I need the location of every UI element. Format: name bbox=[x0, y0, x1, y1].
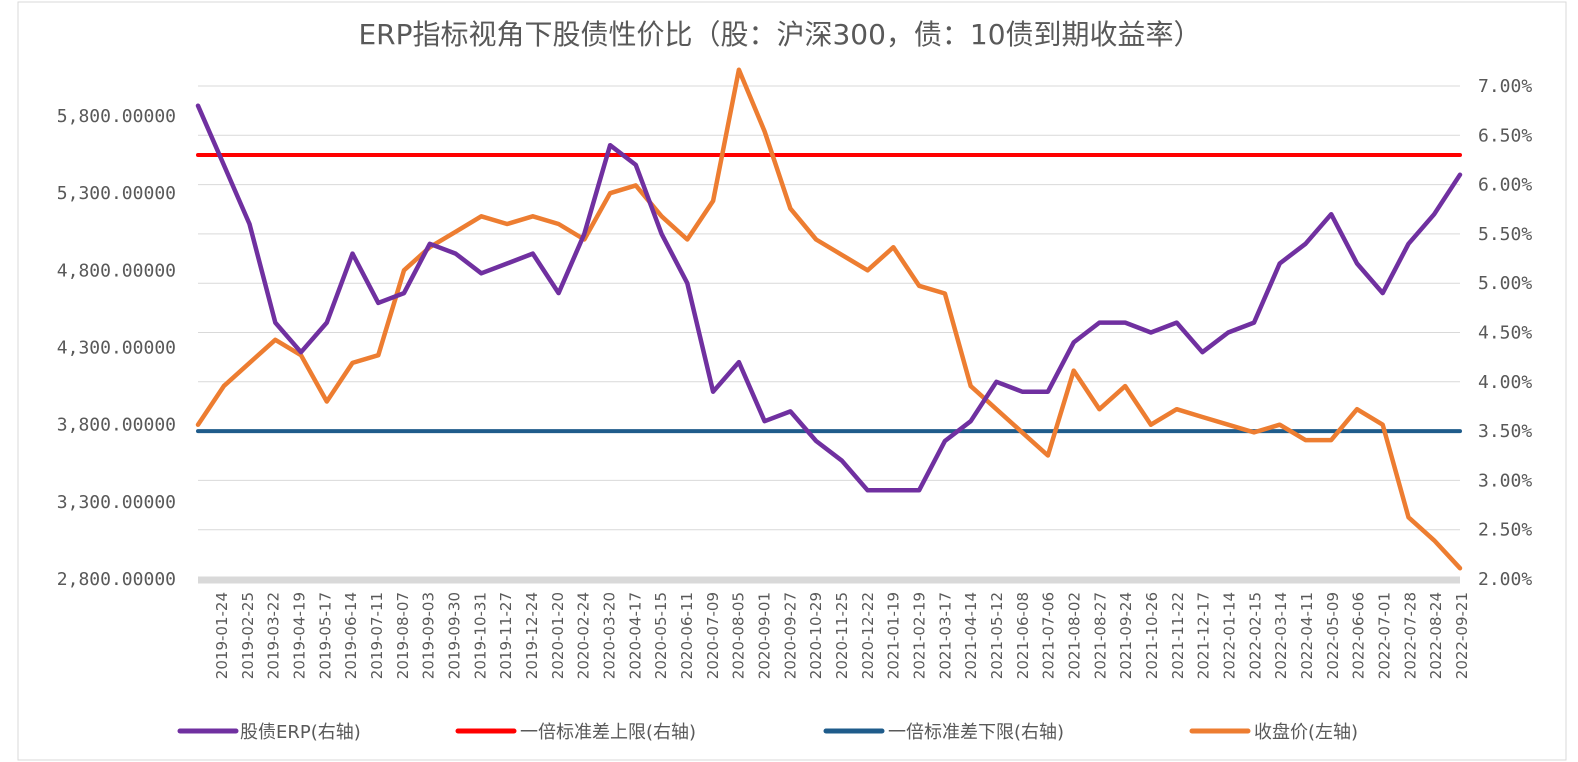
left-tick-label: 3,800.00000 bbox=[57, 415, 176, 436]
x-tick-label: 2020-09-27 bbox=[781, 592, 799, 679]
x-tick-label: 2020-08-05 bbox=[730, 592, 748, 679]
x-tick-label: 2022-03-14 bbox=[1272, 592, 1290, 679]
x-tick-label: 2019-01-24 bbox=[213, 592, 231, 679]
legend-label: 一倍标准差上限(右轴) bbox=[520, 722, 696, 743]
left-tick-label: 2,800.00000 bbox=[57, 569, 176, 590]
x-tick-label: 2022-02-15 bbox=[1246, 592, 1264, 679]
x-tick-label: 2021-09-24 bbox=[1117, 592, 1135, 679]
x-tick-label: 2020-01-20 bbox=[549, 592, 567, 679]
right-tick-label: 6.00% bbox=[1478, 175, 1532, 196]
x-tick-label: 2019-04-19 bbox=[291, 592, 309, 679]
x-tick-label: 2021-03-17 bbox=[936, 592, 954, 679]
x-tick-label: 2020-12-22 bbox=[859, 592, 877, 679]
right-tick-label: 3.50% bbox=[1478, 421, 1532, 442]
x-tick-label: 2021-10-26 bbox=[1143, 592, 1161, 679]
x-tick-label: 2020-09-01 bbox=[756, 592, 774, 679]
x-tick-label: 2021-04-14 bbox=[962, 592, 980, 679]
x-tick-label: 2019-03-22 bbox=[265, 592, 283, 679]
x-tick-label: 2021-08-02 bbox=[1066, 592, 1084, 679]
x-tick-label: 2019-08-07 bbox=[394, 592, 412, 679]
left-tick-label: 5,300.00000 bbox=[57, 183, 176, 204]
x-tick-label: 2022-07-01 bbox=[1376, 592, 1394, 679]
x-tick-label: 2019-05-17 bbox=[316, 592, 334, 679]
right-tick-label: 2.00% bbox=[1478, 569, 1532, 590]
x-tick-label: 2020-02-24 bbox=[575, 592, 593, 679]
x-tick-label: 2019-07-11 bbox=[368, 592, 386, 679]
x-tick-label: 2022-04-11 bbox=[1298, 592, 1316, 679]
x-tick-label: 2020-05-15 bbox=[652, 592, 670, 679]
x-tick-label: 2019-11-27 bbox=[497, 592, 515, 679]
x-tick-label: 2022-01-14 bbox=[1221, 592, 1239, 679]
legend-label: 股债ERP(右轴) bbox=[240, 722, 361, 743]
x-tick-label: 2022-08-24 bbox=[1427, 592, 1445, 679]
left-tick-label: 3,300.00000 bbox=[57, 492, 176, 513]
legend-label: 一倍标准差下限(右轴) bbox=[888, 722, 1064, 743]
left-tick-label: 4,300.00000 bbox=[57, 338, 176, 359]
x-tick-label: 2019-02-25 bbox=[239, 592, 257, 679]
x-tick-label: 2020-03-20 bbox=[601, 592, 619, 679]
series-line-3 bbox=[195, 67, 1463, 571]
x-tick-label: 2022-06-06 bbox=[1350, 592, 1368, 679]
x-tick-label: 2019-06-14 bbox=[342, 592, 360, 679]
left-tick-label: 4,800.00000 bbox=[57, 260, 176, 281]
x-tick-label: 2020-07-09 bbox=[704, 592, 722, 679]
x-tick-label: 2021-01-19 bbox=[885, 592, 903, 679]
series-line-0 bbox=[195, 103, 1463, 493]
x-tick-label: 2019-12-24 bbox=[523, 592, 541, 679]
x-tick-label: 2021-12-17 bbox=[1195, 592, 1213, 679]
x-tick-label: 2021-11-22 bbox=[1169, 592, 1187, 679]
x-tick-label: 2021-07-06 bbox=[1040, 592, 1058, 679]
x-tick-label: 2020-06-11 bbox=[678, 592, 696, 679]
x-tick-label: 2019-09-30 bbox=[446, 592, 464, 679]
x-tick-label: 2019-09-03 bbox=[420, 592, 438, 679]
right-tick-label: 2.50% bbox=[1478, 520, 1532, 541]
x-tick-label: 2022-05-09 bbox=[1324, 592, 1342, 679]
x-tick-label: 2019-10-31 bbox=[471, 592, 489, 679]
x-tick-label: 2020-04-17 bbox=[626, 592, 644, 679]
right-tick-label: 5.50% bbox=[1478, 224, 1532, 245]
right-tick-label: 4.00% bbox=[1478, 372, 1532, 393]
right-tick-label: 7.00% bbox=[1478, 76, 1532, 97]
x-tick-label: 2022-09-21 bbox=[1453, 592, 1471, 679]
right-tick-label: 5.00% bbox=[1478, 273, 1532, 294]
right-tick-label: 3.00% bbox=[1478, 470, 1532, 491]
x-tick-label: 2022-07-28 bbox=[1401, 592, 1419, 679]
x-tick-label: 2021-08-27 bbox=[1091, 592, 1109, 679]
x-tick-label: 2021-05-12 bbox=[988, 592, 1006, 679]
left-tick-label: 5,800.00000 bbox=[57, 106, 176, 127]
x-tick-label: 2021-02-19 bbox=[911, 592, 929, 679]
right-tick-label: 6.50% bbox=[1478, 125, 1532, 146]
right-tick-label: 4.50% bbox=[1478, 323, 1532, 344]
x-tick-label: 2020-10-29 bbox=[807, 592, 825, 679]
chart-title: ERP指标视角下股债性价比（股：沪深300，债：10债到期收益率） bbox=[358, 18, 1201, 51]
legend-label: 收盘价(左轴) bbox=[1254, 722, 1358, 743]
x-tick-label: 2020-11-25 bbox=[833, 592, 851, 679]
x-tick-label: 2021-06-08 bbox=[1014, 592, 1032, 679]
